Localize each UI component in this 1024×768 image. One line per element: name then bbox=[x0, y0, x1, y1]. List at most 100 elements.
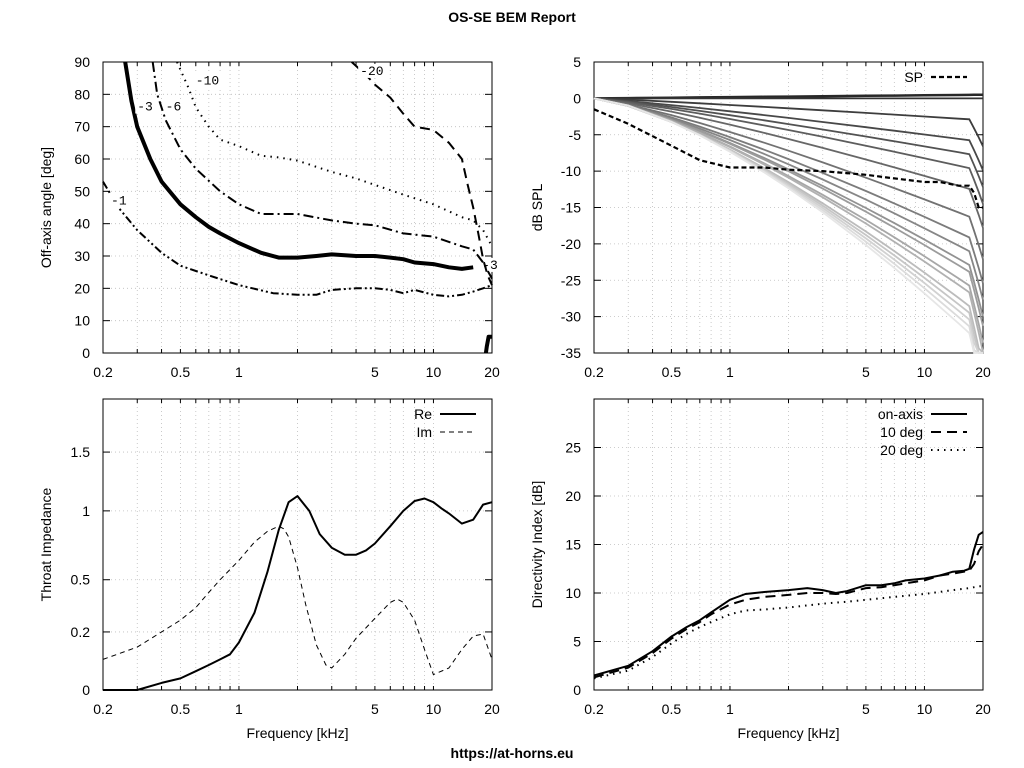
x-tick-label: 0.5 bbox=[171, 364, 191, 380]
y-tick-label: 0 bbox=[82, 345, 90, 361]
legend-label: SP bbox=[904, 69, 923, 85]
y-tick-label: 0 bbox=[573, 682, 581, 698]
legend-label: 20 deg bbox=[880, 442, 923, 458]
x-tick-label: 1 bbox=[726, 701, 734, 717]
series-3-line bbox=[123, 61, 474, 271]
x-tick-label: 5 bbox=[862, 364, 870, 380]
x-tick-label: 20 bbox=[975, 364, 991, 380]
contour-label-bg bbox=[135, 99, 156, 114]
spl-plot-panel: 0.2 0.5 1 5 10 20 -35 -30 -25 -20 -15 -10 -5 0 5 dB SPL… bbox=[529, 54, 991, 380]
x-tick-label: 5 bbox=[371, 701, 379, 717]
x-tick-label: 0.2 bbox=[93, 364, 113, 380]
legend: on-axis 10 deg 20 deg bbox=[878, 406, 967, 458]
legend-label: 10 deg bbox=[880, 424, 923, 440]
x-tick-label: 0.2 bbox=[584, 701, 604, 717]
x-tick-label: 10 bbox=[426, 364, 442, 380]
y-axis-label: dB SPL bbox=[529, 184, 545, 232]
y-axis: -35 -30 -25 -20 -15 -10 -5 0 5 bbox=[561, 54, 983, 361]
polar-curve-25deg bbox=[593, 97, 984, 205]
contour-label: -6 bbox=[166, 100, 182, 115]
contour-label-bg bbox=[358, 63, 387, 78]
series-3b-line bbox=[483, 334, 492, 354]
y-tick-label: -5 bbox=[569, 127, 582, 143]
y-tick-label: 0 bbox=[82, 682, 90, 698]
y-tick-label: 90 bbox=[74, 54, 90, 70]
y-tick-label: 40 bbox=[74, 216, 90, 232]
series-re-line bbox=[103, 495, 493, 691]
y-tick-label: 30 bbox=[74, 248, 90, 264]
x-axis: 0.2 0.5 1 5 10 20 bbox=[584, 62, 991, 380]
y-tick-label: 60 bbox=[74, 151, 90, 167]
polar-curve-40deg bbox=[593, 97, 984, 284]
y-tick-label: 15 bbox=[565, 537, 581, 553]
footer-url[interactable]: https://at-horns.eu bbox=[451, 745, 574, 761]
contour-label-bg bbox=[163, 99, 184, 114]
x-axis-label: Frequency [kHz] bbox=[738, 725, 840, 741]
y-tick-label: -30 bbox=[561, 309, 581, 325]
contour-label: -20 bbox=[360, 64, 383, 79]
polar-curve-45deg bbox=[593, 97, 984, 301]
x-tick-label: 1 bbox=[726, 364, 734, 380]
y-tick-label: -35 bbox=[561, 345, 581, 361]
y-axis: 0 10 20 30 40 50 60 70 80 90 bbox=[74, 54, 492, 361]
series-1-line bbox=[102, 181, 493, 298]
y-tick-label: 10 bbox=[565, 585, 581, 601]
y-tick-label: 0 bbox=[573, 90, 581, 106]
series-20-deg-line bbox=[593, 585, 983, 680]
x-tick-label: 20 bbox=[975, 701, 991, 717]
series-10-deg-line bbox=[593, 543, 984, 679]
polar-curve-15deg bbox=[593, 97, 984, 171]
y-tick-label: 80 bbox=[74, 86, 90, 102]
legend-label: Im bbox=[416, 424, 432, 440]
x-tick-label: 20 bbox=[484, 701, 500, 717]
series-group bbox=[102, 495, 493, 691]
x-tick-label: 0.5 bbox=[662, 364, 682, 380]
x-tick-label: 1 bbox=[235, 701, 243, 717]
y-tick-label: 70 bbox=[74, 119, 90, 135]
x-tick-label: 0.5 bbox=[662, 701, 682, 717]
polar-curve-30deg bbox=[593, 97, 984, 229]
series-group: -1-3-3-6-10-20 bbox=[102, 61, 501, 354]
y-tick-label: 10 bbox=[74, 313, 90, 329]
x-tick-label: 5 bbox=[862, 701, 870, 717]
y-axis-label: Directivity Index [dB] bbox=[529, 481, 545, 609]
x-tick-label: 10 bbox=[426, 701, 442, 717]
y-axis-label: Throat Impedance bbox=[38, 487, 54, 601]
polar-curve-10deg bbox=[593, 97, 984, 147]
x-tick-label: 0.2 bbox=[93, 701, 113, 717]
plot-frame bbox=[593, 398, 984, 691]
plot-frame bbox=[102, 398, 493, 691]
grid bbox=[594, 399, 983, 690]
polar-curve-65deg bbox=[593, 97, 984, 353]
series-6-line bbox=[151, 61, 493, 280]
y-tick-label: 1.5 bbox=[71, 444, 91, 460]
series-group bbox=[593, 531, 984, 680]
series-group bbox=[593, 93, 984, 354]
x-tick-label: 20 bbox=[484, 364, 500, 380]
x-tick-label: 5 bbox=[371, 364, 379, 380]
legend-label: Re bbox=[414, 406, 432, 422]
y-tick-label: 1 bbox=[82, 503, 90, 519]
x-tick-label: 10 bbox=[917, 701, 933, 717]
y-tick-label: 20 bbox=[74, 280, 90, 296]
y-tick-label: 50 bbox=[74, 183, 90, 199]
x-tick-label: 10 bbox=[917, 364, 933, 380]
y-tick-label: 5 bbox=[573, 634, 581, 650]
y-tick-label: -20 bbox=[561, 236, 581, 252]
y-axis-label: Off-axis angle [deg] bbox=[38, 147, 54, 268]
contour-label: -3 bbox=[137, 100, 153, 115]
polar-curve-35deg bbox=[593, 97, 984, 260]
x-axis-label: Frequency [kHz] bbox=[247, 725, 349, 741]
polar-curve-20deg bbox=[593, 97, 984, 188]
x-axis: 0.2 0.5 1 5 10 20 bbox=[93, 399, 500, 717]
y-tick-label: -10 bbox=[561, 163, 581, 179]
series-10-line bbox=[176, 61, 493, 247]
y-tick-label: 5 bbox=[573, 54, 581, 70]
contour-label-bg bbox=[193, 73, 222, 88]
polar-curve-90deg bbox=[593, 97, 983, 354]
y-tick-label: 20 bbox=[565, 488, 581, 504]
legend: Re Im bbox=[414, 406, 476, 440]
polar-curve-55deg bbox=[593, 97, 984, 327]
